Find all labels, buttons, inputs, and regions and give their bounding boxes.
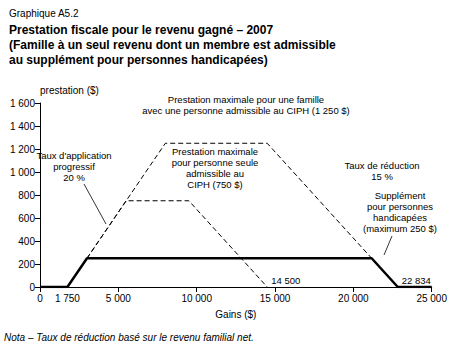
svg-text:800: 800 <box>18 190 35 201</box>
svg-text:1 000: 1 000 <box>10 167 35 178</box>
svg-text:prestation ($): prestation ($) <box>40 85 99 96</box>
svg-text:1 750: 1 750 <box>55 293 80 304</box>
svg-text:20 000: 20 000 <box>338 293 369 304</box>
svg-text:admissible au: admissible au <box>186 168 244 179</box>
svg-text:handicapées: handicapées <box>373 212 427 223</box>
svg-text:Taux de réduction: Taux de réduction <box>345 160 420 171</box>
svg-text:0: 0 <box>29 282 35 293</box>
svg-text:22 834: 22 834 <box>402 275 431 286</box>
svg-text:(maximum 250 $): (maximum 250 $) <box>363 223 437 234</box>
svg-text:(Famille à un seul revenu dont: (Famille à un seul revenu dont un membre… <box>9 38 336 52</box>
svg-text:au supplément pour personnes h: au supplément pour personnes handicapées… <box>9 53 268 67</box>
svg-text:200: 200 <box>18 259 35 270</box>
svg-text:Prestation maximale: Prestation maximale <box>172 146 258 157</box>
svg-text:1 400: 1 400 <box>10 121 35 132</box>
svg-text:pour personne seule: pour personne seule <box>172 157 259 168</box>
svg-text:400: 400 <box>18 236 35 247</box>
svg-text:1 200: 1 200 <box>10 144 35 155</box>
svg-text:20 %: 20 % <box>63 172 85 183</box>
svg-text:Gains ($): Gains ($) <box>215 309 256 320</box>
svg-text:Taux d'application: Taux d'application <box>36 150 111 161</box>
svg-text:14 500: 14 500 <box>271 275 300 286</box>
svg-text:Nota – Taux de réduction basé: Nota – Taux de réduction basé sur le rev… <box>4 332 254 343</box>
svg-text:Supplément: Supplément <box>375 190 426 201</box>
svg-text:CIPH (750 $): CIPH (750 $) <box>187 179 242 190</box>
svg-text:15 %: 15 % <box>371 171 393 182</box>
svg-text:15 000: 15 000 <box>260 293 291 304</box>
svg-text:5 000: 5 000 <box>106 293 131 304</box>
svg-text:10 000: 10 000 <box>181 293 212 304</box>
svg-text:Prestation maximale pour une f: Prestation maximale pour une famille <box>168 94 324 105</box>
svg-text:progressif: progressif <box>53 161 95 172</box>
svg-text:pour personnes: pour personnes <box>367 201 433 212</box>
svg-text:600: 600 <box>18 213 35 224</box>
svg-text:Prestation fiscale pour le rev: Prestation fiscale pour le revenu gagné … <box>9 23 273 37</box>
svg-text:25 000: 25 000 <box>416 293 447 304</box>
svg-text:avec une personne admissible a: avec une personne admissible au CIPH (1 … <box>142 105 350 116</box>
svg-text:Graphique A5.2: Graphique A5.2 <box>9 8 79 19</box>
svg-text:0: 0 <box>37 293 43 304</box>
svg-text:1 600: 1 600 <box>10 98 35 109</box>
